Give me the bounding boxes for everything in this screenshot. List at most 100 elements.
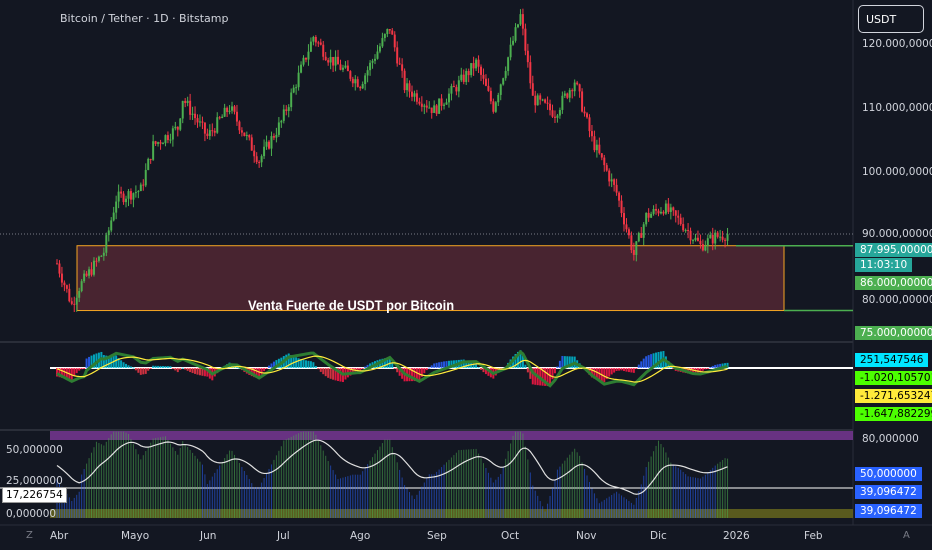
candle-body [359, 86, 362, 89]
candle-body [467, 70, 470, 76]
month-label: Sep [427, 530, 447, 542]
osc1-histogram-bar [652, 353, 655, 368]
candle-body [356, 79, 359, 87]
candle-body [364, 75, 367, 85]
auto-scale-corner[interactable]: A [903, 530, 910, 541]
osc1-histogram-bar [287, 353, 290, 368]
candle-body [583, 111, 586, 114]
osc1-histogram-bar [391, 363, 394, 368]
candle-body [581, 91, 584, 112]
candle-body [344, 65, 347, 68]
symbol-title: Bitcoin / Tether · 1D · Bitstamp [60, 12, 229, 25]
candle-body [117, 191, 120, 202]
candle-body [287, 107, 290, 111]
candle-body [652, 209, 655, 214]
candle-body [650, 213, 653, 218]
candle-body [445, 102, 448, 105]
osc1-histogram-bar [610, 368, 613, 375]
candle-body [452, 86, 455, 88]
osc1-histogram-bar [117, 358, 120, 368]
osc2-left-label: 50,000000 [6, 444, 63, 456]
candle-body [482, 74, 485, 79]
osc1-histogram-bar [334, 368, 337, 381]
candle-body [637, 233, 640, 242]
candle-body [674, 210, 677, 216]
candle-body [85, 273, 88, 276]
month-label: Ago [350, 530, 371, 542]
osc1-histogram-bar [263, 368, 266, 372]
osc1-histogram-bar [716, 364, 719, 368]
candle-body [346, 65, 349, 72]
candle-body [443, 104, 446, 106]
candle-body [361, 84, 364, 89]
osc1-histogram-bar [102, 355, 105, 368]
currency-button[interactable]: USDT [858, 5, 924, 33]
osc1-histogram-bar [714, 364, 717, 368]
candle-body [334, 56, 337, 66]
osc1-histogram-bar [465, 360, 468, 368]
osc2-axis-label: 80,000000 [862, 433, 919, 445]
osc1-histogram-bar [433, 363, 436, 368]
candle-body [149, 158, 152, 160]
osc1-histogram-bar [534, 368, 537, 385]
zoom-corner-left[interactable]: Z [26, 530, 33, 541]
osc1-histogram-bar [477, 367, 480, 369]
candle-body [280, 120, 283, 123]
candle-body [573, 82, 576, 92]
candle-body [189, 100, 192, 115]
osc1-histogram-bar [556, 366, 559, 368]
osc1-histogram-bar [157, 365, 160, 368]
month-label: Abr [50, 530, 69, 542]
candle-body [152, 141, 155, 160]
candle-body [568, 90, 571, 98]
candle-body [378, 46, 381, 52]
candle-body [297, 72, 300, 88]
candle-body [724, 239, 727, 241]
candle-body [613, 179, 616, 185]
candle-body [295, 87, 298, 89]
osc1-histogram-bar [438, 362, 441, 368]
candle-body [687, 229, 690, 231]
osc1-histogram-bar [322, 368, 325, 375]
osc1-histogram-bar [482, 368, 485, 373]
osc1-histogram-bar [359, 368, 362, 372]
candle-body [58, 263, 61, 274]
candle-body [376, 51, 379, 59]
osc1-histogram-bar [640, 361, 643, 368]
candle-body [477, 59, 480, 67]
candle-body [260, 156, 263, 163]
osc1-histogram-bar [162, 366, 165, 368]
osc1-histogram-bar [692, 368, 695, 375]
candle-body [455, 87, 458, 92]
candle-body [529, 62, 532, 84]
price-axis-label: 100.000,000000 [862, 166, 932, 178]
osc1-histogram-bar [566, 356, 569, 368]
candle-body [201, 121, 204, 123]
candle-body [211, 130, 214, 132]
osc1-histogram-bar [622, 368, 625, 372]
candle-body [171, 128, 174, 140]
osc1-histogram-bar [302, 359, 305, 368]
osc1-histogram-bar [70, 368, 73, 380]
candle-body [100, 255, 103, 257]
month-label: Jun [200, 530, 217, 542]
candle-body [531, 83, 534, 96]
candle-body [56, 263, 58, 265]
candle-body [132, 193, 135, 200]
osc2-signal-line [56, 439, 728, 495]
candle-body [198, 121, 201, 123]
candle-body [233, 106, 236, 112]
candle-body [125, 198, 128, 203]
candle-body [521, 14, 524, 29]
candle-body [196, 118, 199, 123]
osc1-histogram-bar [105, 355, 108, 368]
candle-body [221, 116, 224, 119]
candle-body [425, 105, 428, 108]
candle-body [566, 93, 569, 98]
osc1-histogram-bar [304, 360, 307, 368]
osc1-histogram-bar [719, 363, 722, 368]
osc1-histogram-bar [164, 366, 167, 368]
candle-body [539, 95, 542, 100]
candle-body [398, 63, 401, 65]
